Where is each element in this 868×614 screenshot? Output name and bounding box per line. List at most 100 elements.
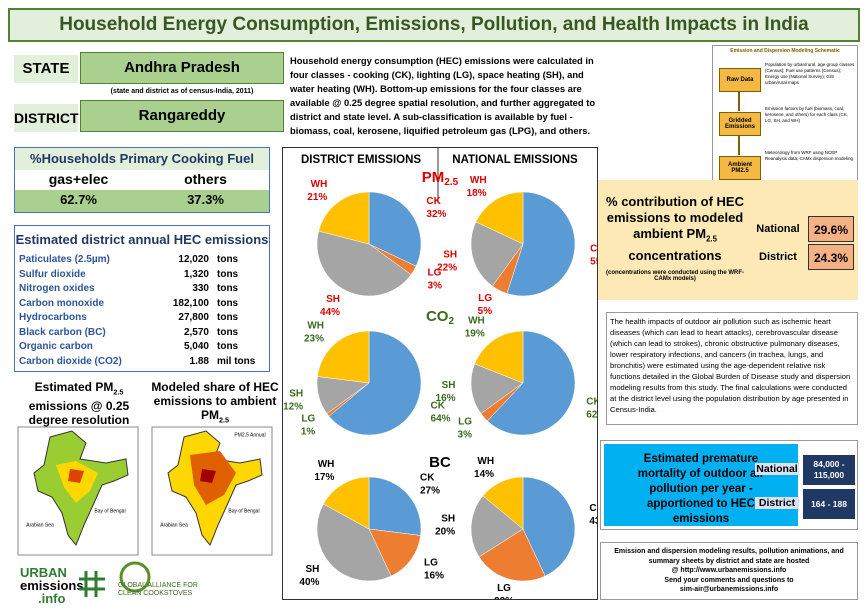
maps: Arabian Sea Bay of Bengal PM2.5 Annual Arab… bbox=[17, 426, 273, 556]
slice-value: 1% bbox=[301, 426, 316, 437]
emission-value: 330 bbox=[192, 283, 209, 294]
pollutant-sub: 2 bbox=[448, 316, 454, 327]
schematic-box: Gridded Emissions bbox=[719, 112, 761, 136]
pollutant-name: CO bbox=[426, 308, 449, 325]
mortality: Estimated premature mortality of outdoor… bbox=[600, 440, 858, 530]
row-label: District bbox=[755, 497, 799, 509]
slice-category: WH bbox=[470, 175, 487, 186]
footer: Emission and dispersion modeling results… bbox=[600, 542, 858, 600]
emission-unit: tons bbox=[217, 341, 239, 352]
row-label: National bbox=[755, 463, 799, 475]
row-value: 164 - 188 bbox=[803, 489, 855, 519]
map-title-pre: Estimated PM bbox=[34, 380, 114, 394]
cooking-fuel: %Households Primary Cooking Fuel gas+ele… bbox=[14, 147, 270, 213]
pie-slice bbox=[316, 230, 412, 297]
schematic-title: Emission and Dispersion Modeling Schemat… bbox=[730, 48, 840, 54]
logo-mark bbox=[79, 571, 105, 597]
schematic-box: Raw Data bbox=[719, 68, 761, 92]
emission-unit: tons bbox=[217, 326, 239, 338]
row-value: 84,000 - 115,000 bbox=[803, 455, 855, 485]
map-hotspot bbox=[68, 469, 84, 483]
slice-value: 20% bbox=[435, 526, 455, 537]
mortality-table: National 84,000 - 115,000 District 164 - 18… bbox=[755, 455, 857, 519]
slice-category: CK bbox=[420, 473, 435, 484]
contribution: % contribution of HEC emissions to model… bbox=[598, 180, 858, 300]
slice-category: SH bbox=[441, 513, 455, 524]
schematic-arrow bbox=[738, 91, 740, 111]
pie-column-header: NATIONAL EMISSIONS bbox=[452, 154, 578, 166]
slice-category: LG bbox=[458, 417, 472, 428]
slice-value: 44% bbox=[320, 307, 340, 318]
slice-value: 43% bbox=[589, 516, 597, 527]
slice-category: LG bbox=[424, 558, 438, 569]
map-title-post: emissions @ 0.25 degree resolution bbox=[28, 399, 130, 428]
fuel-header: others bbox=[184, 171, 227, 187]
pollutant-name: Carbon monoxide bbox=[19, 297, 105, 309]
footer-line: @ http://www.urbanemissions.info bbox=[671, 567, 787, 574]
slice-value: 55% bbox=[590, 256, 597, 267]
state-label: STATE bbox=[14, 55, 78, 83]
pie-slice bbox=[470, 363, 524, 414]
pie-slice bbox=[506, 191, 576, 297]
slice-value: 23% bbox=[494, 596, 514, 599]
pie-slice bbox=[522, 476, 576, 577]
slice-category: SH bbox=[442, 380, 456, 391]
pie-slice bbox=[470, 495, 524, 558]
slice-value: 40% bbox=[299, 577, 319, 588]
slice-category: CK bbox=[431, 401, 446, 412]
slice-category: SH bbox=[326, 294, 340, 305]
pollutant-name: Sulfur dioxide bbox=[19, 268, 86, 280]
urban-logo: URBAN emissions .info bbox=[20, 566, 84, 605]
slice-category: CK bbox=[590, 243, 597, 254]
slice-value: 32% bbox=[426, 209, 446, 220]
pie-slice bbox=[368, 191, 422, 267]
pollutant-name: Black carbon (BC) bbox=[19, 326, 106, 338]
emission-unit: tons bbox=[217, 312, 239, 323]
schematic-note: Meteorology from WRF using NCEP Reanalys… bbox=[765, 150, 854, 161]
emission-value: 27,800 bbox=[178, 312, 209, 323]
map-title: Modeled share of HEC emissions to ambien… bbox=[150, 380, 280, 427]
slice-category: CK bbox=[589, 503, 597, 514]
cooking-title: %Households Primary Cooking Fuel bbox=[15, 148, 269, 170]
emission-value: 2,570 bbox=[183, 326, 209, 338]
district-label: DISTRICT bbox=[14, 104, 79, 132]
slice-category: CK bbox=[426, 196, 441, 207]
slice-value: 22% bbox=[437, 263, 457, 274]
logo-text: GLOBAL ALLIANCE FOR bbox=[118, 582, 198, 589]
map-label: Bay of Bengal bbox=[94, 508, 125, 514]
map-label: PM2.5 Annual bbox=[234, 432, 265, 438]
mortality-title: Estimated premature mortality of outdoor… bbox=[604, 444, 798, 526]
pie-slice bbox=[323, 476, 370, 530]
slice-category: LG bbox=[497, 583, 511, 594]
row-value: 24.3% bbox=[808, 244, 854, 270]
slice-value: 17% bbox=[314, 472, 334, 483]
title: Household Energy Consumption, Emissions,… bbox=[8, 8, 860, 42]
schematic-note: Population by urban/rural, age group cla… bbox=[765, 62, 855, 85]
contribution-table: National 29.6% District 24.3% bbox=[750, 216, 856, 272]
contribution-pre: % contribution of HEC emissions to model… bbox=[606, 194, 744, 241]
slice-category: CK bbox=[586, 397, 597, 408]
slice-category: SH bbox=[306, 564, 320, 575]
slice-value: 3% bbox=[458, 430, 473, 441]
slice-category: LG bbox=[301, 413, 315, 424]
footer-line: Emission and dispersion modeling results… bbox=[614, 548, 844, 565]
logo-text: .info bbox=[38, 591, 66, 606]
slice-value: 16% bbox=[424, 571, 444, 582]
health-text: The health impacts of outdoor air pollut… bbox=[606, 312, 858, 425]
emissions-table: Estimated district annual HEC emissions … bbox=[14, 225, 270, 372]
emission-unit: tons bbox=[217, 268, 239, 280]
slice-value: 3% bbox=[428, 280, 443, 291]
schematic-note: Emission factors by fuel (biomass, coal,… bbox=[765, 106, 849, 123]
map-label: Arabian Sea bbox=[26, 522, 54, 528]
emission-unit: mil tons bbox=[217, 355, 256, 367]
pie-slice bbox=[487, 330, 576, 436]
map-label: Arabian Sea bbox=[160, 522, 188, 528]
pie-charts: DISTRICT EMISSIONS NATIONAL EMISSIONS PM2.… bbox=[283, 148, 610, 607]
pie-slice bbox=[368, 476, 422, 536]
slice-value: 27% bbox=[420, 486, 440, 497]
pie-panel: DISTRICT EMISSIONS NATIONAL EMISSIONS PM2.… bbox=[282, 147, 610, 607]
logo-text: URBAN bbox=[20, 565, 67, 580]
slice-category: WH bbox=[477, 456, 494, 467]
row-label: National bbox=[756, 223, 800, 235]
